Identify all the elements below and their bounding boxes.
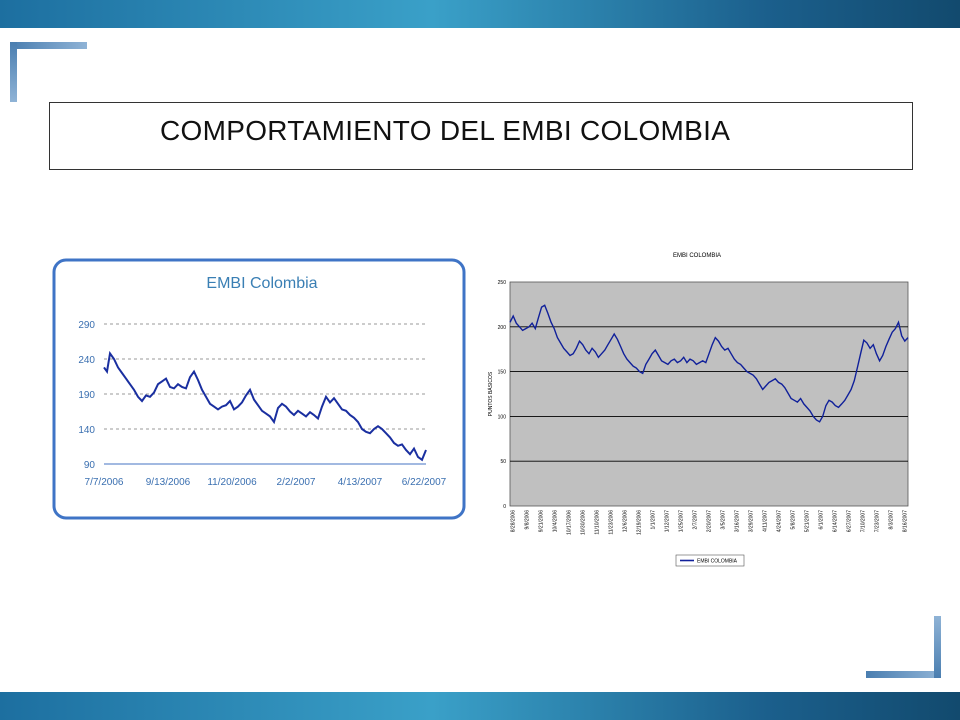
left-chart-title: EMBI Colombia: [206, 275, 317, 292]
right-x-tick-label: 8/16/2007: [903, 510, 909, 532]
right-x-tick-label: 11/10/2006: [595, 510, 601, 535]
right-x-tick-label: 4/24/2007: [777, 510, 783, 532]
right-y-axis-label: PUNTOS BÁSICOS: [487, 371, 494, 416]
left-y-tick-label: 190: [78, 390, 95, 401]
right-x-tick-label: 6/14/2007: [833, 510, 839, 532]
right-x-tick-label: 9/8/2006: [525, 510, 531, 530]
left-x-tick-label: 9/13/2006: [146, 477, 191, 488]
left-y-tick-label: 290: [78, 320, 95, 331]
right-x-tick-label: 10/30/2006: [581, 510, 587, 535]
right-y-tick-label: 150: [498, 370, 507, 376]
right-x-tick-label: 8/3/2007: [889, 510, 895, 530]
right-x-tick-label: 1/1/2007: [651, 510, 657, 530]
right-x-tick-label: 8/28/2006: [511, 510, 517, 532]
right-x-tick-label: 7/10/2007: [861, 510, 867, 532]
right-series-line: [509, 304, 909, 423]
right-y-tick-label: 50: [500, 459, 506, 465]
left-y-tick-label: 240: [78, 355, 95, 366]
right-x-tick-label: 5/21/2007: [805, 510, 811, 532]
right-legend-box: [675, 554, 745, 567]
right-x-tick-label: 10/17/2006: [567, 510, 573, 535]
right-x-tick-label: 1/12/2007: [665, 510, 671, 532]
title-box: COMPORTAMIENTO DEL EMBI COLOMBIA: [49, 102, 913, 170]
right-x-tick-label: 9/21/2006: [539, 510, 545, 532]
right-x-tick-label: 10/4/2006: [553, 510, 559, 532]
left-x-tick-label: 11/20/2006: [207, 477, 257, 488]
left-x-tick-label: 6/22/2007: [402, 477, 447, 488]
right-x-tick-label: 2/20/2007: [707, 510, 713, 532]
right-y-tick-label: 0: [503, 504, 506, 510]
left-x-tick-label: 4/13/2007: [338, 477, 383, 488]
right-x-tick-label: 2/7/2007: [693, 510, 699, 530]
right-x-tick-label: 3/5/2007: [721, 510, 727, 530]
right-x-tick-label: 6/1/2007: [819, 510, 825, 530]
right-y-tick-label: 100: [498, 414, 507, 420]
left-x-tick-label: 7/7/2006: [85, 477, 124, 488]
right-y-tick-label: 200: [498, 325, 507, 331]
right-x-tick-label: 12/19/2006: [637, 510, 643, 535]
right-plot-area: [509, 281, 909, 507]
right-x-tick-label: 1/25/2007: [679, 510, 685, 532]
right-y-tick-label: 250: [498, 280, 507, 286]
right-x-tick-label: 12/6/2006: [623, 510, 629, 532]
right-chart-title: EMBI COLOMBIA: [673, 253, 721, 259]
right-x-tick-label: 5/8/2007: [791, 510, 797, 530]
left-series-line: [103, 350, 427, 462]
right-x-tick-label: 6/27/2007: [847, 510, 853, 532]
bottom-banner: [0, 692, 960, 720]
left-y-tick-label: 90: [84, 460, 96, 471]
right-x-tick-label: 3/29/2007: [749, 510, 755, 532]
right-x-tick-label: 3/16/2007: [735, 510, 741, 532]
right-x-tick-label: 7/23/2007: [875, 510, 881, 532]
right-x-tick-label: 4/11/2007: [763, 510, 769, 532]
top-banner: [0, 0, 960, 28]
right-x-tick-label: 11/23/2006: [609, 510, 615, 535]
slide-title: COMPORTAMIENTO DEL EMBI COLOMBIA: [160, 115, 731, 146]
right-legend-label: EMBI COLOMBIA: [697, 559, 738, 565]
left-y-tick-label: 140: [78, 425, 95, 436]
left-x-tick-label: 2/2/2007: [277, 477, 316, 488]
